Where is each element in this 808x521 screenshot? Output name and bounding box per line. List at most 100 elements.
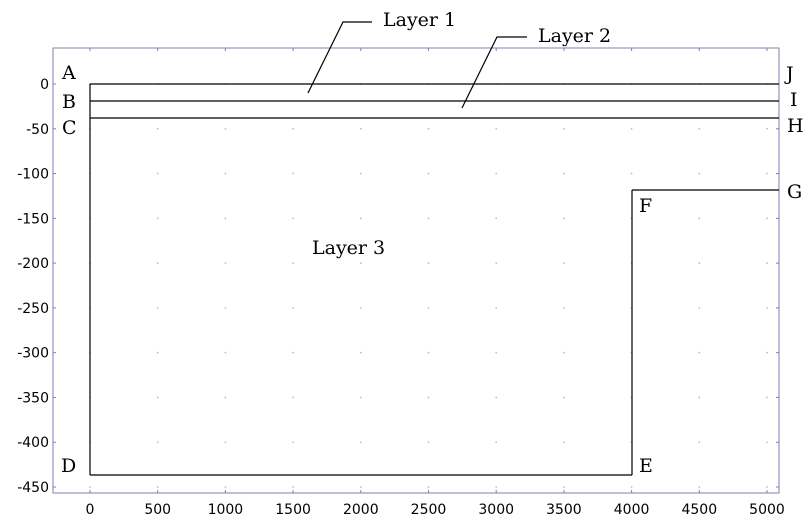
grid-dot xyxy=(698,262,701,265)
grid-dot xyxy=(495,217,498,220)
grid-dot xyxy=(563,217,565,220)
grid-dot xyxy=(156,127,159,130)
layer2-label: Layer 2 xyxy=(538,25,611,47)
grid-dot xyxy=(89,486,91,488)
grid-dot xyxy=(292,351,294,354)
grid-dot xyxy=(698,217,701,220)
y-axis-tick-labels: 0 -50 -100 -150 -200 -250 -300 -350 -400 -450 xyxy=(17,77,49,496)
x-tick-label: 3500 xyxy=(546,502,582,518)
x-tick-label: 1000 xyxy=(208,502,244,518)
y-tick-label: -350 xyxy=(17,390,49,406)
grid-dot xyxy=(224,262,227,265)
grid-dot xyxy=(427,127,430,130)
leader-layer1 xyxy=(307,21,372,94)
grid-dot xyxy=(495,172,498,175)
x-tick-label: 2000 xyxy=(343,502,379,518)
grid-dot xyxy=(156,306,159,309)
grid-dot xyxy=(427,486,430,488)
grid-dot xyxy=(224,172,227,175)
grid-dot xyxy=(427,351,430,354)
grid-dot xyxy=(292,262,294,265)
grid-dot xyxy=(156,486,159,488)
x-tick-label: 500 xyxy=(144,502,171,518)
grid-dot xyxy=(766,441,768,444)
grid-dot xyxy=(563,306,565,309)
grid-dot xyxy=(495,396,498,399)
grid-dot xyxy=(495,262,498,265)
grid-dots xyxy=(89,83,768,488)
grid-dot xyxy=(359,262,362,265)
grid-dot xyxy=(292,396,294,399)
corner-label-G: G xyxy=(787,181,802,203)
x-tick-label: 4000 xyxy=(614,502,650,518)
grid-dot xyxy=(698,441,701,444)
frame-ticks xyxy=(53,48,779,493)
grid-dot xyxy=(359,217,362,220)
grid-dot xyxy=(359,351,362,354)
corner-label-I: I xyxy=(790,89,798,111)
y-tick-label: -300 xyxy=(17,346,49,362)
layer1-label: Layer 1 xyxy=(383,9,456,31)
grid-dot xyxy=(156,351,159,354)
y-tick-label: -150 xyxy=(17,211,49,227)
grid-dot xyxy=(427,172,430,175)
grid-dot xyxy=(292,306,294,309)
x-tick-label: 5000 xyxy=(749,502,785,518)
grid-dot xyxy=(698,396,701,399)
grid-dot xyxy=(698,172,701,175)
grid-dot xyxy=(698,306,701,309)
grid-dot xyxy=(495,306,498,309)
grid-dot xyxy=(224,396,227,399)
grid-dot xyxy=(766,351,768,354)
grid-dot xyxy=(766,396,768,399)
y-tick-label: -450 xyxy=(17,480,49,496)
grid-dot xyxy=(156,262,159,265)
grid-dot xyxy=(224,127,227,130)
grid-dot xyxy=(495,441,498,444)
grid-dot xyxy=(359,441,362,444)
grid-dot xyxy=(359,306,362,309)
grid-dot xyxy=(156,441,159,444)
grid-dot xyxy=(427,262,430,265)
grid-dot xyxy=(698,351,701,354)
grid-dot xyxy=(224,217,227,220)
grid-dot xyxy=(427,306,430,309)
corner-label-E: E xyxy=(639,455,653,477)
x-tick-label: 4500 xyxy=(681,502,717,518)
grid-dot xyxy=(495,127,498,130)
grid-dot xyxy=(224,306,227,309)
x-tick-label: 0 xyxy=(86,502,95,518)
x-tick-label: 1500 xyxy=(275,502,311,518)
grid-dot xyxy=(359,172,362,175)
y-tick-label: -50 xyxy=(26,122,49,138)
grid-dot xyxy=(292,486,294,488)
grid-dot xyxy=(630,127,633,130)
grid-dot xyxy=(495,486,498,488)
grid-dot xyxy=(292,172,294,175)
grid-dot xyxy=(563,351,565,354)
layer3-label: Layer 3 xyxy=(312,237,385,259)
corner-label-F: F xyxy=(639,195,652,217)
grid-dot xyxy=(766,172,768,175)
grid-dot xyxy=(563,486,565,488)
grid-dot xyxy=(224,351,227,354)
leader-lines xyxy=(307,21,527,109)
grid-dot xyxy=(563,441,565,444)
y-tick-label: -250 xyxy=(17,301,49,317)
grid-dot xyxy=(292,127,294,130)
grid-dot xyxy=(359,486,362,488)
grid-dot xyxy=(563,396,565,399)
grid-dot xyxy=(359,396,362,399)
y-tick-label: 0 xyxy=(40,77,49,93)
grid-dot xyxy=(292,441,294,444)
grid-dot xyxy=(563,127,565,130)
grid-dot xyxy=(766,262,768,265)
grid-dot xyxy=(630,486,633,488)
grid-dot xyxy=(224,441,227,444)
x-tick-label: 2500 xyxy=(411,502,447,518)
corner-label-H: H xyxy=(787,115,804,137)
grid-dot xyxy=(359,127,362,130)
grid-dot xyxy=(156,396,159,399)
corner-label-A: A xyxy=(61,62,76,84)
